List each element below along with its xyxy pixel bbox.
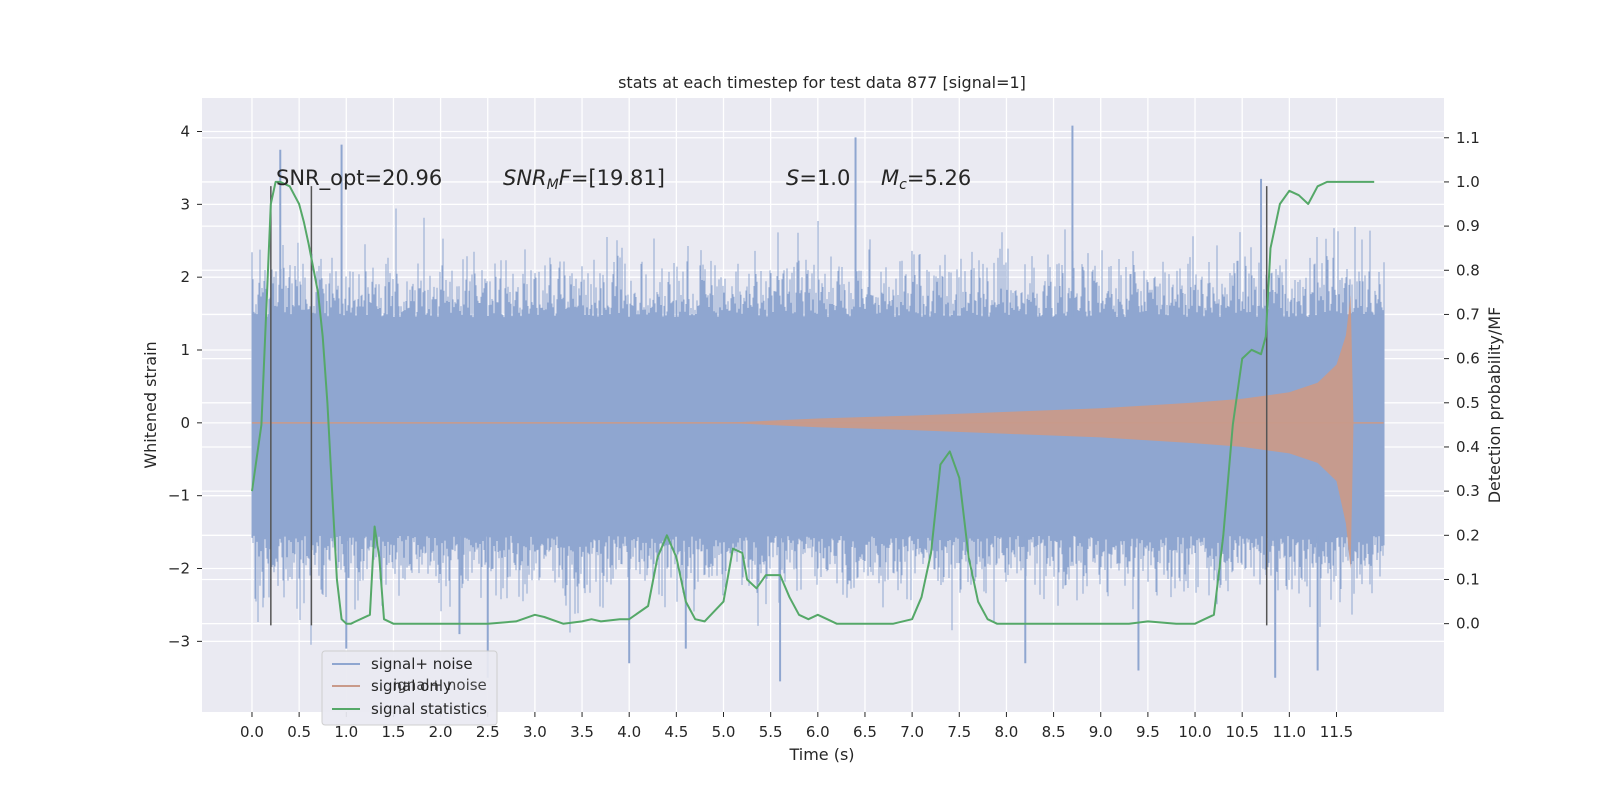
- legend-label-signal: signal only: [371, 677, 452, 695]
- x-axis-label: Time (s): [788, 745, 854, 764]
- y2-tick-label: 0.3: [1456, 482, 1480, 500]
- y2-tick-label: 0.5: [1456, 394, 1480, 412]
- y-tick-label: −3: [168, 632, 190, 650]
- x-tick-label: 5.5: [759, 723, 783, 741]
- x-tick-label: 1.0: [334, 723, 358, 741]
- y2-tick-label: 0.6: [1456, 350, 1480, 368]
- mc-symbol: M: [881, 166, 899, 190]
- x-tick-label: 3.0: [523, 723, 547, 741]
- x-tick-label: 10.0: [1178, 723, 1211, 741]
- y-tick-label: −1: [168, 487, 190, 505]
- y-tick-label: 4: [180, 123, 190, 141]
- y-tick-label: −2: [168, 560, 190, 578]
- snr-mf-value: =[19.81]: [571, 166, 665, 190]
- annotation-s: S=1.0: [786, 166, 850, 190]
- x-tick-label: 2.5: [476, 723, 500, 741]
- s-symbol: S: [786, 166, 799, 190]
- x-tick-label: 2.0: [429, 723, 453, 741]
- y2-tick-label: 0.1: [1456, 570, 1480, 588]
- x-axis: 0.0 0.5 1.0 1.5 2.0 2.5 3.0 3.5 4.0 4.5 5.0 5.5 6.0 6…: [240, 712, 1353, 741]
- x-tick-label: 4.0: [617, 723, 641, 741]
- y-tick-label: 2: [180, 268, 190, 286]
- signal-envelope: [252, 295, 1384, 570]
- s-value: =1.0: [799, 166, 850, 190]
- y2-tick-label: 0.2: [1456, 526, 1480, 544]
- x-tick-label: 4.5: [664, 723, 688, 741]
- x-tick-label: 9.0: [1089, 723, 1113, 741]
- x-tick-label: 8.0: [994, 723, 1018, 741]
- y-tick-label: 0: [180, 414, 190, 432]
- legend-label-stats: signal statistics: [371, 700, 487, 718]
- legend-label-noise: signal+ noise: [371, 655, 473, 673]
- snr-mf-symbol: SNR: [503, 166, 547, 190]
- y-axis-right: 0.0 0.1 0.2 0.3 0.4 0.5 0.6 0.7 0.8 0.9 1.0 1.1: [1444, 129, 1480, 633]
- annotation-snr-mf: SNRMF=[19.81]: [503, 166, 665, 193]
- x-tick-label: 6.0: [806, 723, 830, 741]
- y-axis-label: Whitened strain: [141, 341, 160, 468]
- y2-tick-label: 1.1: [1456, 129, 1480, 147]
- x-tick-label: 8.5: [1042, 723, 1066, 741]
- y2-tick-label: 0.0: [1456, 615, 1480, 633]
- y2-axis-label: Detection probability/MF: [1485, 307, 1504, 504]
- y2-tick-label: 0.7: [1456, 305, 1480, 323]
- x-tick-label: 5.0: [712, 723, 736, 741]
- x-tick-label: 11.0: [1273, 723, 1306, 741]
- y2-tick-label: 0.8: [1456, 261, 1480, 279]
- y-tick-label: 1: [180, 341, 190, 359]
- x-tick-label: 0.5: [287, 723, 311, 741]
- x-tick-label: 3.5: [570, 723, 594, 741]
- x-tick-label: 0.0: [240, 723, 264, 741]
- annotation-mc: Mc=5.26: [881, 166, 971, 193]
- mc-value: =5.26: [907, 166, 971, 190]
- y2-tick-label: 0.4: [1456, 438, 1480, 456]
- x-tick-label: 9.5: [1136, 723, 1160, 741]
- x-tick-label: 7.0: [900, 723, 924, 741]
- x-tick-label: 10.5: [1225, 723, 1258, 741]
- x-tick-label: 6.5: [853, 723, 877, 741]
- mc-subscript: c: [899, 177, 907, 193]
- y-axis-left: −3 −2 −1 0 1 2 3 4: [168, 123, 202, 650]
- annotations: SNR_opt=20.96 SNRMF=[19.81] S=1.0 Mc=5.2…: [276, 166, 971, 193]
- x-tick-label: 1.5: [382, 723, 406, 741]
- series-signal-statistics: [251, 180, 1375, 625]
- y-tick-label: 3: [180, 195, 190, 213]
- legend-box: [321, 650, 498, 726]
- series-signal-only: [251, 295, 1384, 570]
- snr-mf-tail: F: [559, 166, 572, 190]
- x-tick-label: 11.5: [1320, 723, 1353, 741]
- y2-tick-label: 0.9: [1456, 217, 1480, 235]
- legend: ignal+ noise signal+ noise signal only s…: [321, 650, 498, 726]
- chart-title: stats at each timestep for test data 877…: [618, 73, 1026, 92]
- snr-mf-subscript: M: [547, 177, 559, 193]
- stats-line: [251, 180, 1375, 625]
- x-tick-label: 7.5: [947, 723, 971, 741]
- legend-ghost-text: ignal+ noise: [393, 676, 487, 694]
- annotation-snr-opt: SNR_opt=20.96: [276, 166, 442, 191]
- y2-tick-label: 1.0: [1456, 173, 1480, 191]
